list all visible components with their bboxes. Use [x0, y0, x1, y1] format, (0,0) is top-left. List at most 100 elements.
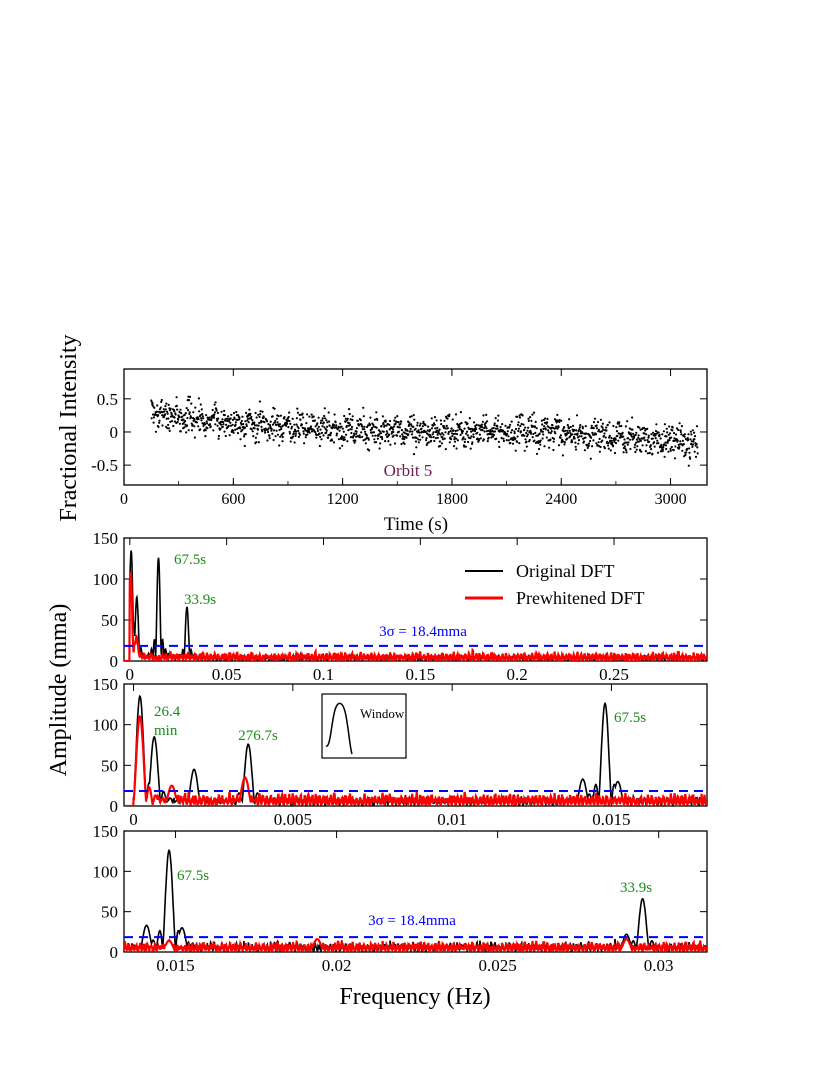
data-point [661, 433, 664, 436]
data-point [635, 448, 638, 451]
data-point [568, 418, 571, 421]
data-point [419, 438, 422, 441]
data-point [309, 425, 313, 428]
data-point [408, 423, 411, 426]
data-point [576, 436, 580, 439]
data-point [627, 437, 630, 440]
data-point [321, 419, 324, 422]
data-point [424, 430, 427, 433]
data-point [678, 445, 681, 449]
data-point [611, 441, 614, 444]
data-point [263, 429, 266, 432]
data-point [657, 431, 660, 434]
data-point [204, 423, 207, 426]
data-point [518, 442, 521, 445]
data-point [275, 423, 278, 426]
data-point [430, 439, 433, 442]
data-point [460, 421, 463, 425]
xlabel-frequency: Frequency (Hz) [339, 984, 490, 1010]
plot-frame [123, 537, 708, 662]
data-point [274, 419, 277, 422]
data-point [674, 445, 677, 448]
data-point [243, 435, 246, 438]
data-point [538, 432, 541, 435]
data-point [492, 430, 495, 433]
annotation-min: min [154, 723, 178, 739]
data-point [280, 427, 283, 431]
data-point [617, 439, 620, 442]
data-point [379, 442, 382, 445]
data-point [166, 412, 169, 415]
data-point [170, 420, 174, 423]
data-point [205, 420, 208, 423]
data-point [591, 431, 594, 434]
data-point [591, 445, 594, 448]
data-point [527, 417, 530, 420]
data-point [622, 451, 625, 454]
data-point [653, 441, 656, 444]
data-point [680, 433, 683, 436]
data-point [577, 430, 580, 433]
data-point [597, 428, 601, 431]
data-point [696, 452, 699, 455]
data-point [213, 411, 216, 414]
data-point [388, 433, 391, 436]
data-point [454, 429, 457, 433]
data-point [231, 423, 234, 426]
data-point [478, 433, 481, 436]
data-point [436, 426, 439, 429]
data-point [469, 447, 472, 450]
data-point [541, 430, 545, 433]
data-point [442, 433, 445, 436]
data-point [486, 420, 489, 423]
data-point [601, 426, 604, 429]
data-point [299, 418, 302, 421]
plot-area: 0 0.005 0.01 0.015 0 50 100 150 [93, 675, 708, 829]
data-point [504, 424, 507, 427]
data-point [646, 452, 649, 455]
data-point [261, 430, 264, 433]
data-point [561, 454, 565, 457]
x-tick-label: 0.02 [322, 956, 352, 975]
data-point [544, 428, 547, 431]
data-point [412, 425, 415, 428]
data-point [668, 439, 671, 442]
data-point [302, 430, 305, 433]
data-point [586, 446, 589, 449]
data-point [269, 420, 272, 423]
data-point [573, 437, 576, 440]
data-point [578, 435, 581, 438]
data-point [200, 417, 203, 420]
data-point [362, 406, 365, 409]
data-point [618, 421, 621, 424]
data-point [188, 411, 191, 414]
data-point [506, 430, 509, 433]
data-point [572, 424, 575, 427]
data-point [419, 422, 422, 425]
data-point [445, 424, 448, 427]
data-point [659, 450, 663, 453]
data-point [603, 447, 607, 450]
data-point [245, 423, 248, 426]
data-point [318, 432, 321, 435]
data-point [231, 418, 235, 421]
data-point [242, 422, 245, 426]
data-point [395, 434, 399, 437]
data-point [390, 432, 393, 435]
data-point [525, 445, 528, 448]
data-point [266, 439, 269, 442]
data-point [639, 439, 643, 442]
data-point [187, 409, 190, 412]
annotation-26-4: 26.4 [154, 704, 181, 720]
data-point [555, 425, 558, 428]
data-point [558, 420, 561, 423]
data-point [380, 436, 383, 439]
data-point [675, 427, 679, 430]
data-point [245, 424, 248, 428]
data-point [479, 437, 482, 440]
data-point [205, 414, 208, 417]
data-point [430, 436, 433, 439]
data-point [486, 440, 489, 443]
data-point [289, 422, 292, 425]
data-point [333, 424, 336, 427]
